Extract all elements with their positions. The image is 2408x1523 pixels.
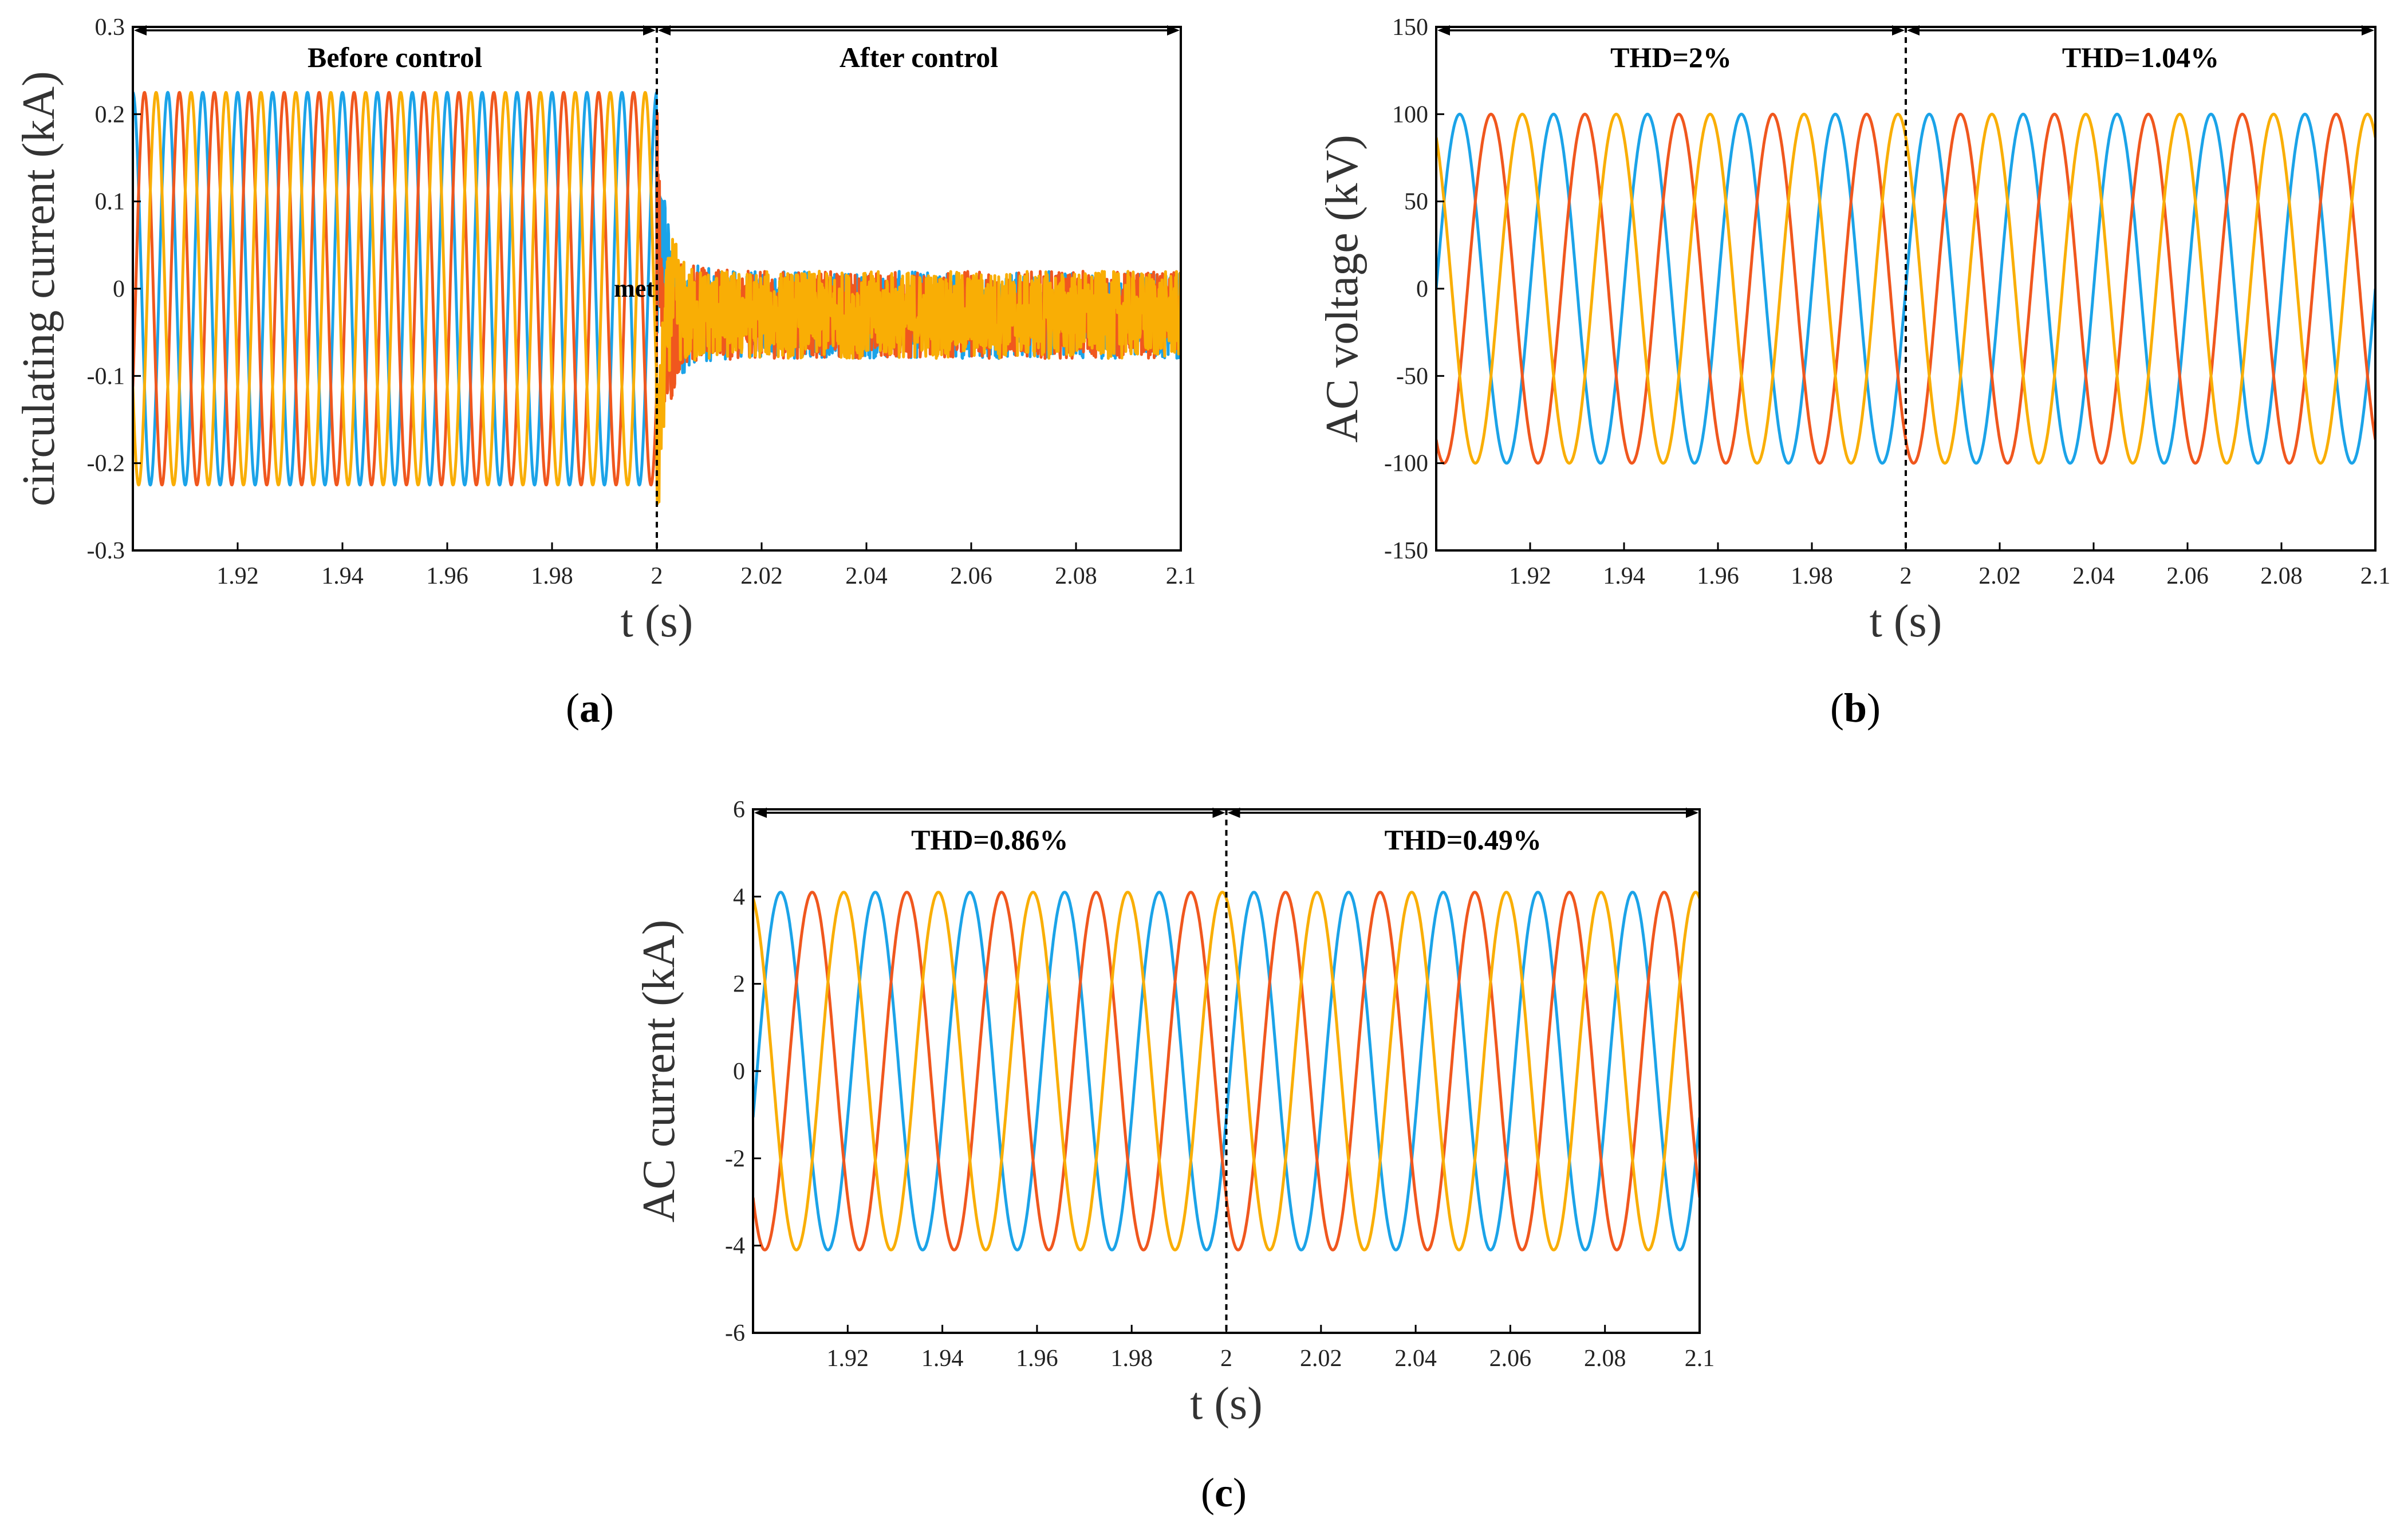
arrowhead-right — [1212, 808, 1225, 818]
panel-caption: (b) — [1830, 685, 1881, 731]
series-phase-a — [753, 891, 1700, 1252]
arrowhead-left — [1227, 808, 1240, 818]
y-tick-label: 0 — [1416, 276, 1428, 302]
region-label: THD=0.49% — [1385, 824, 1542, 856]
arrowhead-left — [658, 25, 671, 36]
x-tick-label: 1.96 — [1697, 563, 1739, 589]
x-tick-label: 2.02 — [740, 563, 783, 589]
x-axis-label: t (s) — [1190, 1379, 1263, 1429]
arrowhead-right — [1686, 808, 1698, 818]
panel-a: Before control After control met 1.92 1.94 1.… — [14, 14, 1196, 731]
y-tick-label: -50 — [1396, 363, 1428, 389]
x-tick-label: 2.06 — [950, 563, 992, 589]
series-phase-c — [753, 891, 1700, 1252]
y-tick-label: -2 — [725, 1146, 745, 1172]
region-label: THD=1.04% — [2062, 41, 2219, 73]
y-tick-label: -100 — [1384, 451, 1428, 477]
x-axis-label: t (s) — [621, 596, 693, 647]
series-phase-c — [1436, 112, 2375, 465]
arrowhead-right — [1892, 25, 1905, 36]
x-tick-label: 2.04 — [2072, 563, 2115, 589]
x-tick-label: 2 — [651, 563, 663, 589]
y-axis-label: AC current (kA) — [634, 920, 684, 1223]
arrowhead-left — [134, 25, 147, 36]
x-tick-label: 1.92 — [216, 563, 259, 589]
y-tick-label: -0.2 — [87, 451, 125, 477]
region-label: THD=2% — [1610, 41, 1732, 73]
arrowhead-left — [1907, 25, 1920, 36]
arrowhead-right — [2362, 25, 2374, 36]
x-tick-label: 2.08 — [1584, 1345, 1626, 1372]
x-tick-label: 2.1 — [1685, 1345, 1715, 1372]
x-tick-label: 2.02 — [1979, 563, 2021, 589]
x-tick-label: 2.1 — [2360, 563, 2391, 589]
traces — [133, 90, 1181, 506]
y-tick-label: -0.3 — [87, 538, 125, 564]
region-label: THD=0.86% — [911, 824, 1068, 856]
y-tick-label: 0.2 — [95, 101, 125, 128]
y-axis-label: AC voltage (kV) — [1317, 135, 1367, 443]
x-tick-label: 1.92 — [827, 1345, 869, 1372]
y-tick-label: 2 — [733, 971, 745, 998]
y-tick-label: 4 — [733, 884, 745, 910]
panel-b: THD=2% THD=1.04% 1.92 1.94 1.96 1.98 2 2.02 2.04… — [1317, 14, 2390, 731]
x-tick-label: 1.96 — [426, 563, 468, 589]
y-tick-label: -0.1 — [87, 363, 125, 389]
x-tick-label: 2.1 — [1166, 563, 1196, 589]
x-tick-label: 1.98 — [531, 563, 573, 589]
series-phase-b — [753, 891, 1700, 1252]
y-tick-label: -6 — [725, 1320, 745, 1347]
y-tick-label: 0.1 — [95, 189, 125, 215]
y-tick-label: 0 — [113, 276, 125, 302]
panel-caption: (c) — [1201, 1470, 1247, 1516]
stray-label: met — [614, 274, 655, 302]
series-phase-c — [133, 90, 1181, 506]
x-tick-label: 2 — [1220, 1345, 1232, 1372]
y-tick-label: 6 — [733, 797, 745, 823]
x-tick-label: 1.94 — [1603, 563, 1645, 589]
x-tick-label: 2.04 — [1394, 1345, 1437, 1372]
arrowhead-right — [643, 25, 656, 36]
arrowhead-right — [1167, 25, 1180, 36]
y-tick-label: 100 — [1392, 101, 1428, 128]
x-tick-label: 1.94 — [321, 563, 364, 589]
panel-c: THD=0.86% THD=0.49% 1.92 1.94 1.96 1.98 2 2.02 2… — [634, 797, 1715, 1516]
arrowhead-left — [754, 808, 767, 818]
x-tick-label: 2.04 — [845, 563, 888, 589]
caption-letter: a — [580, 685, 600, 731]
region-label: After control — [840, 41, 998, 73]
caption-letter: b — [1844, 685, 1867, 731]
x-tick-label: 2.02 — [1300, 1345, 1342, 1372]
arrowhead-left — [1437, 25, 1450, 36]
y-tick-label: 0 — [733, 1058, 745, 1085]
x-tick-label: 2.06 — [1489, 1345, 1532, 1372]
x-tick-label: 1.98 — [1110, 1345, 1153, 1372]
x-tick-label: 2.08 — [2260, 563, 2303, 589]
x-tick-label: 1.96 — [1016, 1345, 1058, 1372]
y-tick-label: 50 — [1404, 189, 1428, 215]
x-tick-label: 1.94 — [921, 1345, 964, 1372]
x-tick-label: 2.06 — [2166, 563, 2209, 589]
x-tick-label: 1.98 — [1791, 563, 1833, 589]
y-tick-label: -150 — [1384, 538, 1428, 564]
region-label: Before control — [308, 41, 482, 73]
traces — [753, 891, 1700, 1252]
x-tick-label: 1.92 — [1509, 563, 1551, 589]
x-tick-label: 2.08 — [1055, 563, 1097, 589]
y-tick-label: 150 — [1392, 14, 1428, 41]
panel-caption: (a) — [566, 685, 614, 731]
caption-letter: c — [1215, 1470, 1233, 1516]
x-tick-label: 2 — [1900, 563, 1912, 589]
x-axis-label: t (s) — [1870, 596, 1942, 647]
y-tick-label: -4 — [725, 1233, 745, 1260]
y-tick-label: 0.3 — [95, 14, 125, 41]
y-axis-label: circulating current (kA) — [14, 71, 64, 506]
